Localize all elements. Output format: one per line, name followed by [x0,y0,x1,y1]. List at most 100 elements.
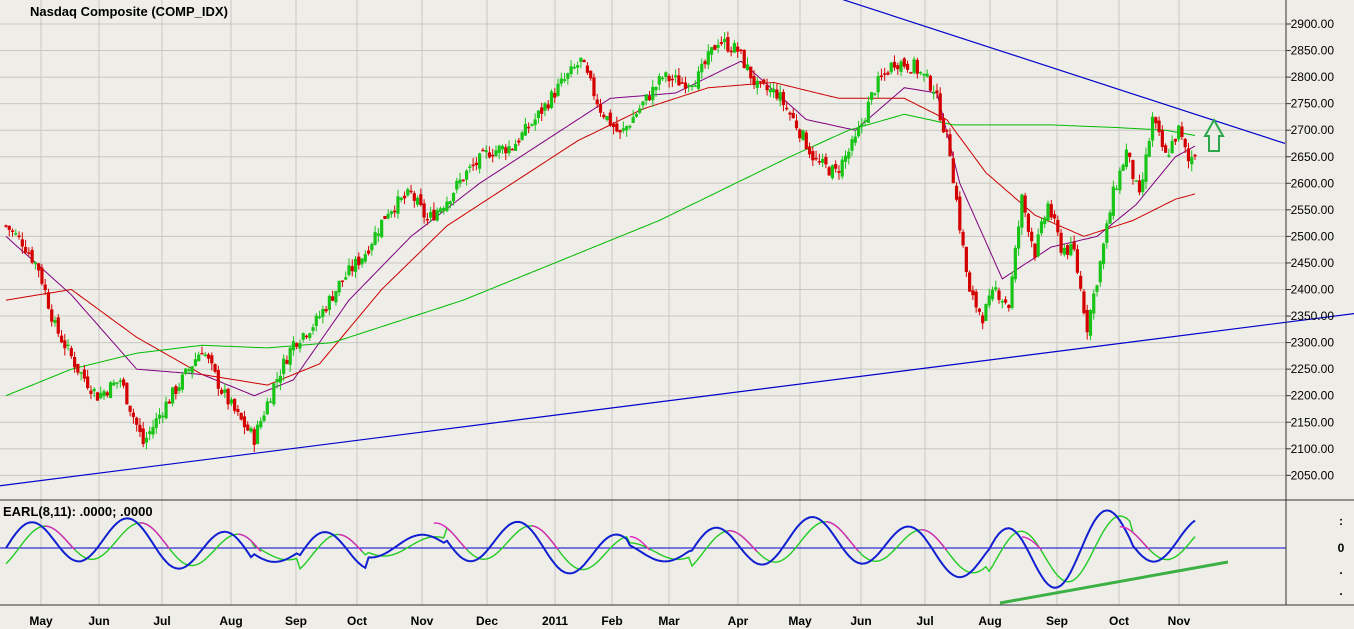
y-tick-label: 2400.00 [1291,283,1335,297]
candle-body [177,387,181,391]
candle-body [1111,186,1115,216]
candle-body [295,343,299,347]
candle-body [148,431,152,435]
candle-body [461,179,465,182]
candle-body [853,136,857,143]
candle-body [76,363,80,373]
indicator-falling-segment [436,522,441,525]
indicator-falling-segment [1034,542,1039,548]
candle-body [1026,213,1031,232]
candle-body [259,421,263,428]
candle-body [791,112,795,119]
candle-body [817,161,821,163]
candle-body [951,158,955,184]
indicator-falling-segment [1138,538,1144,543]
indicator-falling-segment [443,525,448,529]
candle-body [451,192,456,202]
candle-body [687,84,691,87]
candle-body [762,79,766,84]
candle-body [1160,130,1164,147]
candle-body [961,231,965,246]
y-tick-label: 2750.00 [1291,97,1335,111]
candle-body [840,159,844,177]
candle-body [468,166,472,168]
indicator-falling-segment [734,531,738,534]
candle-body [72,356,77,368]
candle-body [811,151,815,161]
candle-body [569,66,573,75]
candle-body [925,73,929,77]
candle-body [824,156,828,165]
indicator-falling-segment [142,522,147,525]
x-tick-label: Oct [347,614,367,628]
candle-body [1134,180,1138,182]
candle-body [709,47,714,55]
indicator-falling-segment [67,541,72,547]
candle-body [419,194,423,205]
x-tick-label: Feb [601,614,622,628]
indicator-falling-segment [342,534,346,538]
indicator-falling-segment [531,525,536,528]
candle-body [651,86,655,101]
candle-body [327,295,331,310]
candle-body [605,116,609,120]
indicator-falling-segment [538,527,543,531]
candle-body [66,344,70,347]
candle-body [389,211,394,215]
indicator-falling-segment [1037,546,1042,551]
indicator-falling-segment [446,527,451,532]
candle-body [1141,179,1145,192]
indicator-falling-segment [851,543,856,549]
candle-body [625,126,629,131]
indicator-falling-segment [459,541,464,547]
candle-body [265,401,269,415]
candle-body [1023,195,1027,213]
candle-body [219,389,224,394]
candle-body [785,107,789,110]
candle-body [847,151,851,159]
candle-body [53,319,57,324]
trendline-1 [0,313,1354,487]
indicator-falling-segment [832,522,837,527]
indicator-signal-line [5,515,1196,583]
candle-body [543,103,547,111]
indicator-falling-segment [449,530,455,535]
candle-body [344,277,348,280]
candle-body [1164,145,1168,153]
candle-body [576,65,580,68]
candle-body [1131,160,1135,179]
candle-body [1079,275,1083,289]
candle-body [618,130,622,133]
candle-body [291,341,296,351]
candle-body [40,267,44,284]
candle-body [778,92,782,101]
indicator-falling-segment [250,540,255,545]
indicator-falling-segment [1024,536,1029,540]
indicator-falling-segment [746,540,752,546]
x-tick-label: Dec [476,614,498,628]
candle-body [174,386,178,394]
trendline-2 [842,0,1286,145]
candle-body [827,167,831,176]
candle-body [1095,285,1099,292]
candle-body [987,295,991,306]
indicator-falling-segment [835,525,840,529]
candle-body [935,90,939,94]
candle-body [1157,120,1161,133]
indicator-falling-segment [348,538,353,542]
candle-body [288,347,292,365]
candle-body [497,145,501,153]
candle-body [474,162,478,166]
candle-body [1124,149,1129,167]
candle-body [608,112,612,126]
indicator-falling-segment [534,525,539,529]
candle-body [696,71,701,89]
candle-body [723,38,727,43]
indicator-tick-label: 0 [1338,541,1345,555]
candle-body [899,61,903,72]
candle-body [484,150,488,153]
candle-body [69,348,73,357]
candle-body [500,145,505,150]
candle-body [278,375,282,383]
candle-body [1013,247,1017,280]
